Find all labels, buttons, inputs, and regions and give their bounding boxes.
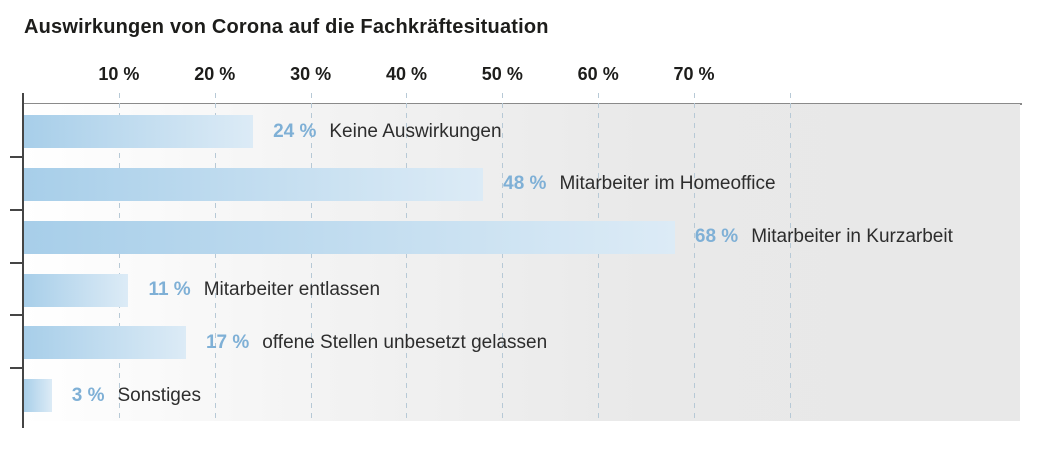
x-tick-label: 30 % bbox=[290, 64, 332, 84]
bar-label: Mitarbeiter entlassen bbox=[203, 279, 381, 300]
y-axis-tick bbox=[10, 367, 23, 370]
gridline bbox=[598, 93, 600, 421]
bar bbox=[23, 220, 675, 254]
y-axis-tick bbox=[10, 208, 23, 211]
gridline bbox=[214, 93, 216, 421]
y-axis-tick bbox=[10, 261, 23, 264]
bar-value: 48 % bbox=[503, 173, 547, 195]
bar-row: 48 % Mitarbeiter im Homeoffice bbox=[23, 157, 1020, 210]
bar bbox=[23, 273, 129, 307]
gridline bbox=[406, 93, 408, 421]
bar-label: offene Stellen unbesetzt gelassen bbox=[262, 331, 548, 353]
bar-caption: 68 % Mitarbeiter in Kurzarbeit bbox=[695, 221, 953, 254]
bar-caption: 11 % Mitarbeiter entlassen bbox=[148, 274, 380, 307]
x-tick-label: 60 % bbox=[577, 64, 619, 84]
chart-title: Auswirkungen von Corona auf die Fachkräf… bbox=[24, 16, 549, 38]
bar-value: 17 % bbox=[205, 331, 250, 353]
bar-value: 24 % bbox=[273, 120, 317, 142]
bar-caption: 24 % Keine Auswirkungen bbox=[273, 115, 501, 148]
bar-row: 68 % Mitarbeiter in Kurzarbeit bbox=[23, 210, 1020, 263]
y-axis-tick bbox=[10, 314, 23, 317]
bar bbox=[23, 326, 186, 360]
bar-caption: 3 % Sonstiges bbox=[72, 379, 201, 412]
gridline bbox=[694, 93, 696, 421]
bar-row: 3 % Sonstiges bbox=[23, 368, 1020, 421]
x-tick-label: 20 % bbox=[194, 64, 236, 84]
bar-value: 68 % bbox=[694, 226, 739, 248]
y-axis-line bbox=[22, 93, 24, 428]
bar-label: Mitarbeiter in Kurzarbeit bbox=[751, 226, 953, 248]
bar-label: Sonstiges bbox=[117, 384, 201, 406]
bar-caption: 17 % offene Stellen unbesetzt gelassen bbox=[206, 326, 547, 359]
x-tick-label: 10 % bbox=[98, 64, 140, 84]
bar-caption: 48 % Mitarbeiter im Homeoffice bbox=[503, 168, 775, 201]
gridline bbox=[310, 93, 312, 421]
gridline bbox=[118, 93, 120, 421]
bar-label: Keine Auswirkungen bbox=[329, 120, 502, 142]
gridline bbox=[502, 93, 504, 421]
bar-value: 3 % bbox=[71, 384, 105, 406]
x-tick-label: 50 % bbox=[481, 64, 523, 84]
plot-area: 24 % Keine Auswirkungen 48 % Mitarbeiter im… bbox=[23, 93, 1020, 421]
bar-label: Mitarbeiter im Homeoffice bbox=[559, 173, 776, 195]
gridline bbox=[789, 93, 791, 421]
bar-value: 11 % bbox=[148, 279, 191, 300]
bar bbox=[23, 167, 484, 201]
y-axis-tick bbox=[10, 155, 23, 158]
bar-row: 17 % offene Stellen unbesetzt gelassen bbox=[23, 315, 1020, 368]
bar bbox=[23, 379, 52, 413]
bar bbox=[23, 115, 254, 148]
x-tick-label: 70 % bbox=[673, 64, 715, 84]
x-tick-label: 40 % bbox=[385, 64, 427, 84]
bar-row: 11 % Mitarbeiter entlassen bbox=[23, 263, 1020, 316]
bar-row: 24 % Keine Auswirkungen bbox=[23, 104, 1020, 157]
